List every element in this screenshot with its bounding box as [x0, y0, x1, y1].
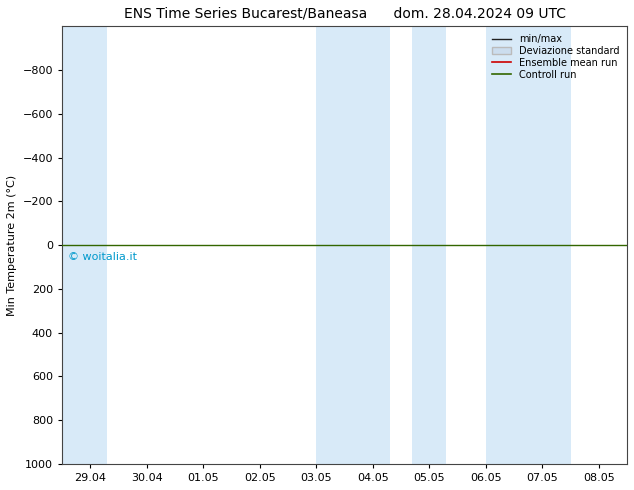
Title: ENS Time Series Bucarest/Baneasa      dom. 28.04.2024 09 UTC: ENS Time Series Bucarest/Baneasa dom. 28… — [124, 7, 566, 21]
Bar — [412, 26, 446, 464]
Bar — [62, 26, 107, 464]
Text: © woitalia.it: © woitalia.it — [68, 252, 137, 262]
Legend: min/max, Deviazione standard, Ensemble mean run, Controll run: min/max, Deviazione standard, Ensemble m… — [489, 31, 622, 83]
Bar — [316, 26, 390, 464]
Bar — [486, 26, 571, 464]
Y-axis label: Min Temperature 2m (°C): Min Temperature 2m (°C) — [7, 174, 17, 316]
